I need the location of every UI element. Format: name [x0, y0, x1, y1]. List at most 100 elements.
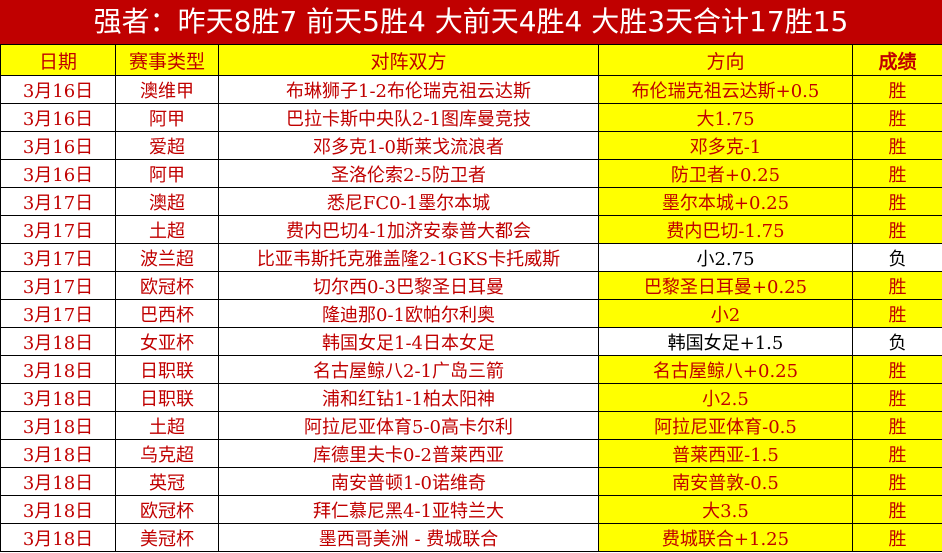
- match-cell: 阿拉尼亚体育5-0高卡尔利: [218, 411, 599, 440]
- header-match: 对阵双方: [218, 44, 599, 76]
- league-cell: 日职联: [115, 383, 219, 412]
- direction-cell: 小2.5: [598, 383, 853, 412]
- match-cell: 库德里夫卡0-2普莱西亚: [218, 439, 599, 468]
- result-cell: 胜: [852, 439, 942, 468]
- match-cell: 墨西哥美洲 - 费城联合: [218, 523, 599, 552]
- date-cell: 3月17日: [0, 243, 116, 272]
- match-cell: 南安普顿1-0诺维奇: [218, 467, 599, 496]
- match-cell: 韩国女足1-4日本女足: [218, 327, 599, 356]
- page-title: 强者：昨天8胜7 前天5胜4 大前天4胜4 大胜3天合计17胜15: [0, 0, 942, 44]
- date-cell: 3月18日: [0, 439, 116, 468]
- league-cell: 英冠: [115, 467, 219, 496]
- match-cell: 巴拉卡斯中央队2-1图库曼竞技: [218, 103, 599, 132]
- match-cell: 拜仁慕尼黑4-1亚特兰大: [218, 495, 599, 524]
- date-cell: 3月18日: [0, 355, 116, 384]
- header-date: 日期: [0, 44, 116, 76]
- direction-cell: 韩国女足+1.5: [598, 327, 853, 356]
- table-row: 3月18日 英冠 南安普顿1-0诺维奇 南安普敦-0.5 胜: [0, 467, 942, 496]
- result-cell: 胜: [852, 215, 942, 244]
- direction-cell: 大1.75: [598, 103, 853, 132]
- match-cell: 圣洛伦索2-5防卫者: [218, 159, 599, 188]
- result-cell: 胜: [852, 299, 942, 328]
- table-row: 3月16日 爱超 邓多克1-0斯莱戈流浪者 邓多克-1 胜: [0, 131, 942, 160]
- result-cell: 胜: [852, 523, 942, 552]
- date-cell: 3月18日: [0, 467, 116, 496]
- direction-cell: 名古屋鲸八+0.25: [598, 355, 853, 384]
- direction-cell: 费内巴切-1.75: [598, 215, 853, 244]
- result-cell: 胜: [852, 103, 942, 132]
- date-cell: 3月18日: [0, 411, 116, 440]
- match-cell: 名古屋鲸八2-1广岛三箭: [218, 355, 599, 384]
- table-row: 3月17日 巴西杯 隆迪那0-1欧帕尔利奥 小2 胜: [0, 299, 942, 328]
- result-cell: 胜: [852, 159, 942, 188]
- result-cell: 负: [852, 243, 942, 272]
- match-cell: 切尔西0-3巴黎圣日耳曼: [218, 271, 599, 300]
- table-row: 3月17日 波兰超 比亚韦斯托克雅盖隆2-1GKS卡托威斯 小2.75 负: [0, 243, 942, 272]
- result-cell: 胜: [852, 131, 942, 160]
- direction-cell: 邓多克-1: [598, 131, 853, 160]
- date-cell: 3月17日: [0, 187, 116, 216]
- table-row: 3月18日 欧冠杯 拜仁慕尼黑4-1亚特兰大 大3.5 胜: [0, 495, 942, 524]
- table-row: 3月18日 女亚杯 韩国女足1-4日本女足 韩国女足+1.5 负: [0, 327, 942, 356]
- date-cell: 3月18日: [0, 327, 116, 356]
- table-row: 3月18日 土超 阿拉尼亚体育5-0高卡尔利 阿拉尼亚体育-0.5 胜: [0, 411, 942, 440]
- date-cell: 3月18日: [0, 383, 116, 412]
- table-row: 3月17日 欧冠杯 切尔西0-3巴黎圣日耳曼 巴黎圣日耳曼+0.25 胜: [0, 271, 942, 300]
- match-cell: 比亚韦斯托克雅盖隆2-1GKS卡托威斯: [218, 243, 599, 272]
- league-cell: 爱超: [115, 131, 219, 160]
- match-cell: 邓多克1-0斯莱戈流浪者: [218, 131, 599, 160]
- date-cell: 3月17日: [0, 215, 116, 244]
- table-row: 3月16日 阿甲 巴拉卡斯中央队2-1图库曼竞技 大1.75 胜: [0, 103, 942, 132]
- league-cell: 阿甲: [115, 103, 219, 132]
- table-row: 3月18日 日职联 浦和红钻1-1柏太阳神 小2.5 胜: [0, 383, 942, 412]
- direction-cell: 小2.75: [598, 243, 853, 272]
- direction-cell: 布伦瑞克祖云达斯+0.5: [598, 75, 853, 104]
- league-cell: 澳超: [115, 187, 219, 216]
- table-row: 3月18日 日职联 名古屋鲸八2-1广岛三箭 名古屋鲸八+0.25 胜: [0, 355, 942, 384]
- league-cell: 阿甲: [115, 159, 219, 188]
- date-cell: 3月16日: [0, 159, 116, 188]
- direction-cell: 巴黎圣日耳曼+0.25: [598, 271, 853, 300]
- result-cell: 胜: [852, 411, 942, 440]
- result-cell: 胜: [852, 383, 942, 412]
- league-cell: 波兰超: [115, 243, 219, 272]
- table-row: 3月18日 美冠杯 墨西哥美洲 - 费城联合 费城联合+1.25 胜: [0, 523, 942, 552]
- results-table: 日期 赛事类型 对阵双方 方向 成绩 3月16日 澳维甲 布琳狮子1-2布伦瑞克祖云…: [0, 44, 942, 552]
- result-cell: 胜: [852, 271, 942, 300]
- league-cell: 土超: [115, 215, 219, 244]
- date-cell: 3月17日: [0, 271, 116, 300]
- header-direction: 方向: [598, 44, 853, 76]
- result-cell: 胜: [852, 495, 942, 524]
- result-cell: 胜: [852, 187, 942, 216]
- direction-cell: 费城联合+1.25: [598, 523, 853, 552]
- league-cell: 巴西杯: [115, 299, 219, 328]
- date-cell: 3月16日: [0, 131, 116, 160]
- match-cell: 布琳狮子1-2布伦瑞克祖云达斯: [218, 75, 599, 104]
- table-row: 3月17日 澳超 悉尼FC0-1墨尔本城 墨尔本城+0.25 胜: [0, 187, 942, 216]
- table-row: 3月17日 土超 费内巴切4-1加济安泰普大都会 费内巴切-1.75 胜: [0, 215, 942, 244]
- direction-cell: 小2: [598, 299, 853, 328]
- result-cell: 胜: [852, 75, 942, 104]
- league-cell: 女亚杯: [115, 327, 219, 356]
- header-result: 成绩: [852, 44, 942, 76]
- league-cell: 乌克超: [115, 439, 219, 468]
- direction-cell: 大3.5: [598, 495, 853, 524]
- league-cell: 欧冠杯: [115, 271, 219, 300]
- date-cell: 3月18日: [0, 495, 116, 524]
- result-cell: 胜: [852, 355, 942, 384]
- direction-cell: 南安普敦-0.5: [598, 467, 853, 496]
- header-row: 日期 赛事类型 对阵双方 方向 成绩: [0, 44, 942, 76]
- direction-cell: 防卫者+0.25: [598, 159, 853, 188]
- date-cell: 3月18日: [0, 523, 116, 552]
- direction-cell: 普莱西亚-1.5: [598, 439, 853, 468]
- table-row: 3月18日 乌克超 库德里夫卡0-2普莱西亚 普莱西亚-1.5 胜: [0, 439, 942, 468]
- date-cell: 3月17日: [0, 299, 116, 328]
- date-cell: 3月16日: [0, 103, 116, 132]
- league-cell: 欧冠杯: [115, 495, 219, 524]
- league-cell: 日职联: [115, 355, 219, 384]
- table-row: 3月16日 澳维甲 布琳狮子1-2布伦瑞克祖云达斯 布伦瑞克祖云达斯+0.5 胜: [0, 75, 942, 104]
- match-cell: 费内巴切4-1加济安泰普大都会: [218, 215, 599, 244]
- league-cell: 美冠杯: [115, 523, 219, 552]
- table-row: 3月16日 阿甲 圣洛伦索2-5防卫者 防卫者+0.25 胜: [0, 159, 942, 188]
- direction-cell: 墨尔本城+0.25: [598, 187, 853, 216]
